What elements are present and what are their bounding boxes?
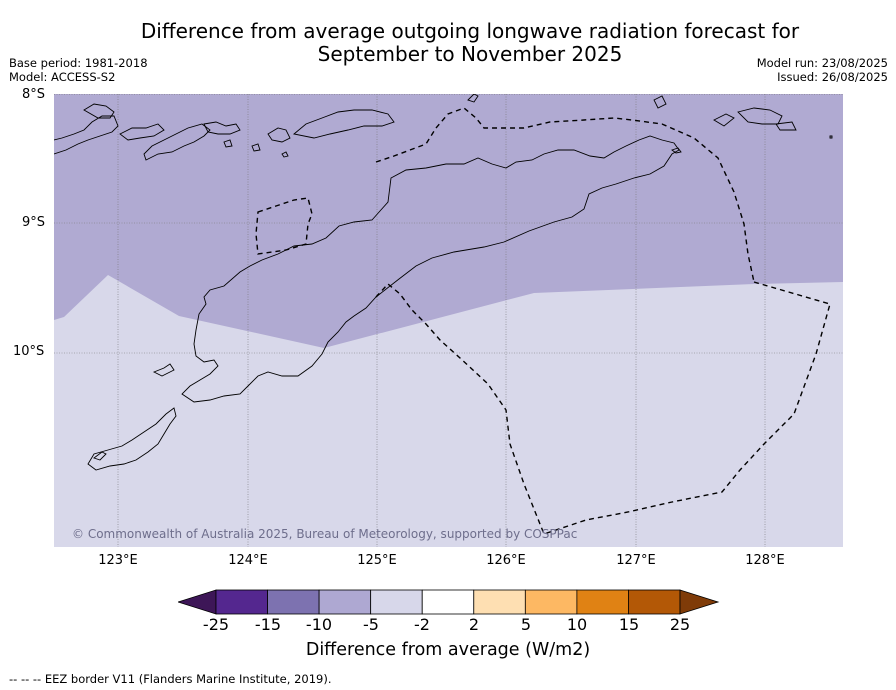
colorbar-tick: 10 xyxy=(566,615,588,634)
eez-borders xyxy=(255,107,831,535)
colorbar-extend-low xyxy=(178,589,217,615)
lat-label-10s: 10°S xyxy=(13,344,45,359)
colorbar-tick: 5 xyxy=(520,615,532,634)
timor-island xyxy=(181,135,680,403)
colorbar-tick: -25 xyxy=(202,615,230,634)
colorbar-label: Difference from average (W/m2) xyxy=(305,640,591,660)
meta-left: Base period: 1981-2018 Model: ACCESS-S2 xyxy=(9,56,148,84)
colorbar-cell xyxy=(628,589,681,615)
colorbar-cell xyxy=(421,589,475,615)
colorbar-cell xyxy=(370,589,423,615)
colorbar-cell xyxy=(318,589,372,615)
lon-label-126e: 126°E xyxy=(486,553,526,568)
lon-label-128e: 128°E xyxy=(745,553,785,568)
copyright-note: © Commonwealth of Australia 2025, Bureau… xyxy=(72,527,578,541)
colorbar-tick: -2 xyxy=(414,615,430,634)
gridlines xyxy=(54,94,843,547)
eez-enclave xyxy=(255,197,313,255)
wetar-island xyxy=(467,94,479,103)
title-line-2: September to November 2025 xyxy=(317,42,623,66)
far-east-dot xyxy=(829,135,833,139)
north-island-3 xyxy=(119,123,165,141)
colorbar-extend-high xyxy=(679,589,720,615)
lat-label-9s: 9°S xyxy=(22,215,46,230)
lon-label-127e: 127°E xyxy=(616,553,656,568)
eez-north xyxy=(375,107,755,283)
savu-island xyxy=(93,451,107,461)
issued-date: Issued: 26/08/2025 xyxy=(777,70,888,84)
model-run: Model run: 23/08/2025 xyxy=(756,56,888,70)
title-line-1: Difference from average outgoing longwav… xyxy=(140,19,800,43)
north-island-2 xyxy=(83,103,115,119)
alor-island xyxy=(292,109,395,139)
colorbar-cell xyxy=(267,589,320,615)
eez-legend-note: -- -- -- EEZ border V11 (Flanders Marine… xyxy=(9,672,332,686)
colorbar-tick: 25 xyxy=(669,615,691,634)
north-island-1 xyxy=(54,115,119,155)
colorbar xyxy=(178,589,720,615)
colorbar-cell xyxy=(576,589,629,615)
coastlines xyxy=(54,94,833,471)
lon-label-125e: 125°E xyxy=(357,553,397,568)
rote-island xyxy=(152,363,175,377)
base-period: Base period: 1981-2018 xyxy=(9,56,148,70)
kisar-island xyxy=(653,95,667,109)
colorbar-cell xyxy=(473,589,526,615)
western-island xyxy=(87,407,177,471)
colorbar-tick: -10 xyxy=(305,615,333,634)
lon-label-123e: 123°E xyxy=(98,553,138,568)
meta-right: Model run: 23/08/2025 Issued: 26/08/2025 xyxy=(757,56,888,84)
colorbar-tick: 2 xyxy=(468,615,480,634)
north-island-5 xyxy=(203,121,241,135)
pantar-island xyxy=(267,127,291,143)
lon-label-124e: 124°E xyxy=(228,553,268,568)
timor-east-tip xyxy=(671,147,682,154)
colorbar-cell xyxy=(215,589,268,615)
moa-island xyxy=(737,107,783,125)
lakor-island xyxy=(775,121,797,131)
lat-label-8s: 8°S xyxy=(22,87,46,102)
colorbar-cells xyxy=(215,589,681,615)
small-isle-1 xyxy=(223,139,233,148)
colorbar-cell xyxy=(524,589,578,615)
eez-south xyxy=(375,281,831,535)
leti-island xyxy=(713,113,735,127)
colorbar-tick: -15 xyxy=(254,615,282,634)
map-canvas xyxy=(54,94,843,547)
region-dark xyxy=(54,94,843,348)
map-title: Difference from average outgoing longwav… xyxy=(110,20,830,66)
colorbar-tick: 15 xyxy=(618,615,640,634)
small-isle-3 xyxy=(281,151,289,158)
small-isle-2 xyxy=(251,143,261,152)
model-name: Model: ACCESS-S2 xyxy=(9,70,116,84)
colorbar-tick: -5 xyxy=(363,615,379,634)
